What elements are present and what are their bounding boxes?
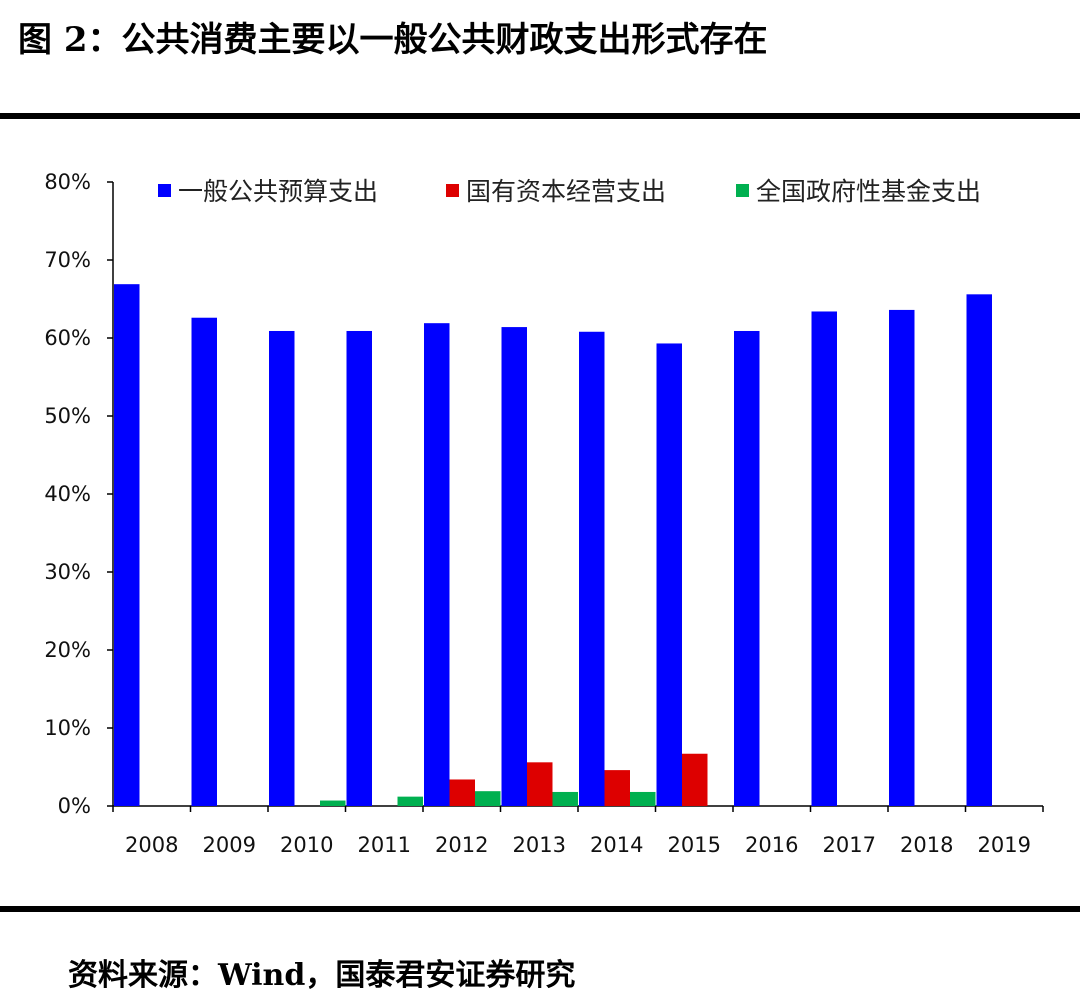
- y-tick-label: 10%: [44, 716, 91, 740]
- bar-3-2010: [320, 800, 346, 806]
- y-tick-label: 80%: [44, 170, 91, 194]
- legend-label: 一般公共预算支出: [178, 177, 378, 206]
- bar-1-2015: [656, 343, 682, 806]
- x-tick-label: 2015: [668, 833, 721, 857]
- bar-3-2012: [475, 791, 501, 806]
- x-tick-label: 2017: [823, 833, 876, 857]
- bar-2-2015: [682, 753, 708, 806]
- y-tick-label: 20%: [44, 638, 91, 662]
- bar-3-2013: [552, 791, 578, 806]
- x-tick-label: 2014: [590, 833, 643, 857]
- bar-1-2012: [424, 323, 450, 806]
- x-tick-label: 2018: [900, 833, 953, 857]
- bar-1-2019: [966, 294, 992, 806]
- source-note: 资料来源：Wind，国泰君安证券研究: [68, 958, 576, 993]
- bottom-rule: [0, 906, 1080, 912]
- x-tick-label: 2010: [280, 833, 333, 857]
- y-tick-label: 40%: [44, 482, 91, 506]
- bar-1-2018: [889, 309, 915, 806]
- y-tick-label: 50%: [44, 404, 91, 428]
- bar-1-2011: [346, 330, 372, 806]
- x-axis: 2008 2009 2010 2011 2012 2013 2014 2015 2016 2017…: [112, 805, 1044, 857]
- x-tick-label: 2009: [203, 833, 256, 857]
- x-tick-label: 2013: [513, 833, 566, 857]
- legend-swatch: [736, 184, 749, 197]
- y-tick-label: 60%: [44, 326, 91, 350]
- bar-1-2017: [811, 311, 837, 806]
- bar-1-2008: [114, 284, 140, 806]
- figure-title: 图 2：公共消费主要以一般公共财政支出形式存在: [18, 20, 768, 60]
- y-tick-label: 70%: [44, 248, 91, 272]
- legend-swatch: [158, 184, 171, 197]
- x-tick-label: 2008: [125, 833, 178, 857]
- x-tick-label: 2019: [978, 833, 1031, 857]
- legend-label: 国有资本经营支出: [466, 177, 666, 206]
- legend-swatch: [446, 184, 459, 197]
- x-tick-label: 2012: [435, 833, 488, 857]
- bar-1-2010: [269, 330, 295, 806]
- y-tick-label: 30%: [44, 560, 91, 584]
- bar-1-2014: [579, 331, 605, 806]
- bar-3-2011: [397, 796, 423, 806]
- x-tick-label: 2016: [745, 833, 798, 857]
- bars: [114, 284, 992, 806]
- x-tick-label: 2011: [358, 833, 411, 857]
- bar-1-2009: [191, 317, 217, 806]
- top-rule: [0, 113, 1080, 119]
- bar-3-2014: [630, 791, 656, 806]
- bar-2-2014: [604, 770, 630, 806]
- bar-1-2016: [734, 330, 760, 806]
- legend-label: 全国政府性基金支出: [756, 177, 981, 206]
- y-axis: 0% 10% 20% 30% 40% 50% 60% 70% 80%: [44, 170, 114, 818]
- bar-2-2013: [527, 762, 553, 806]
- bar-1-2013: [501, 327, 527, 806]
- bar-2-2012: [449, 779, 475, 806]
- y-tick-label: 0%: [58, 794, 91, 818]
- legend: 一般公共预算支出 国有资本经营支出 全国政府性基金支出: [158, 177, 981, 206]
